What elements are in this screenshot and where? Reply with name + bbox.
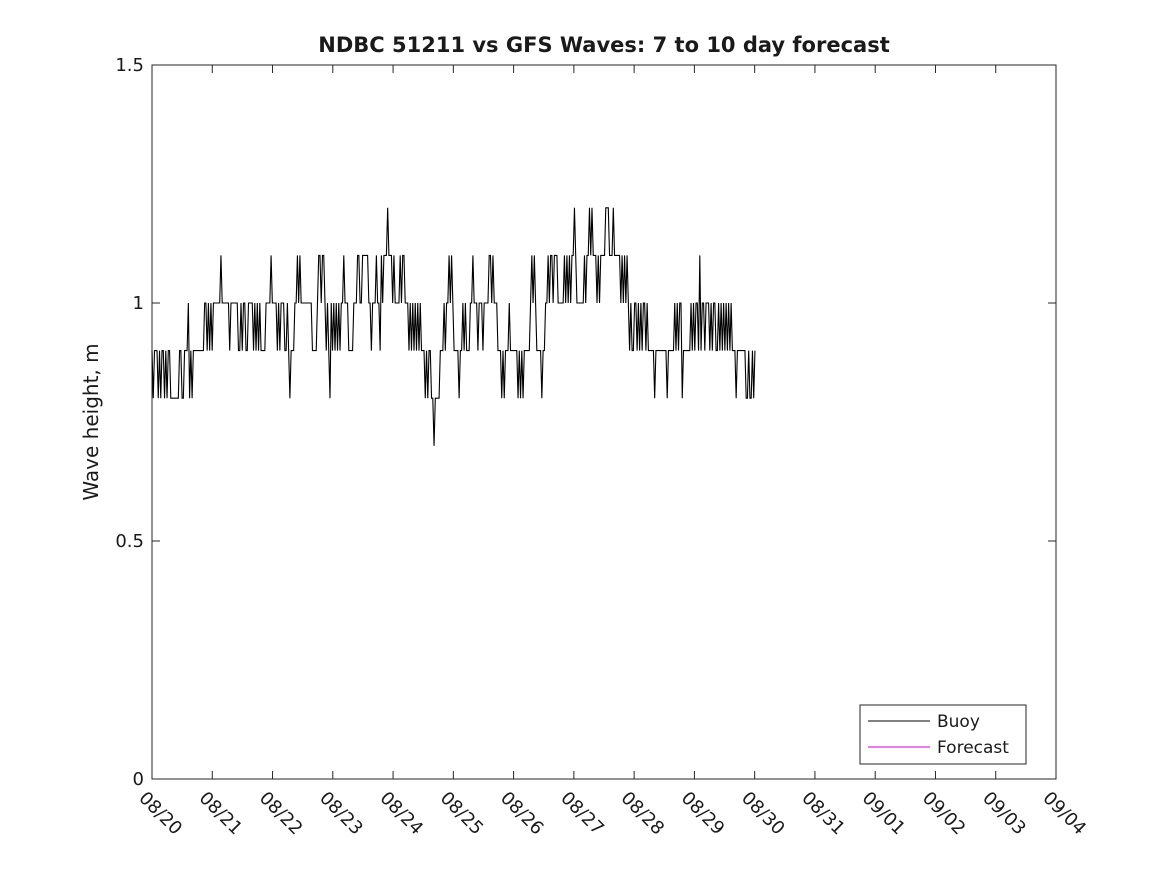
legend: Buoy Forecast [859,704,1027,765]
y-tick-label: 1.5 [115,55,144,76]
legend-label-buoy: Buoy [937,712,980,732]
series-layer [151,207,756,446]
y-axis-ticks: 0 0.5 1 1.5 [115,55,1056,790]
y-tick-label: 1 [133,293,144,314]
plot-area [151,64,1057,780]
chart-title: NDBC 51211 vs GFS Waves: 7 to 10 day for… [318,33,889,57]
y-tick-label: 0 [133,769,144,790]
legend-label-forecast: Forecast [937,738,1009,758]
y-tick-label: 0.5 [115,531,144,552]
series-line-buoy [151,207,756,446]
legend-box [859,704,1027,765]
y-axis-label: Wave height, m [79,343,103,500]
